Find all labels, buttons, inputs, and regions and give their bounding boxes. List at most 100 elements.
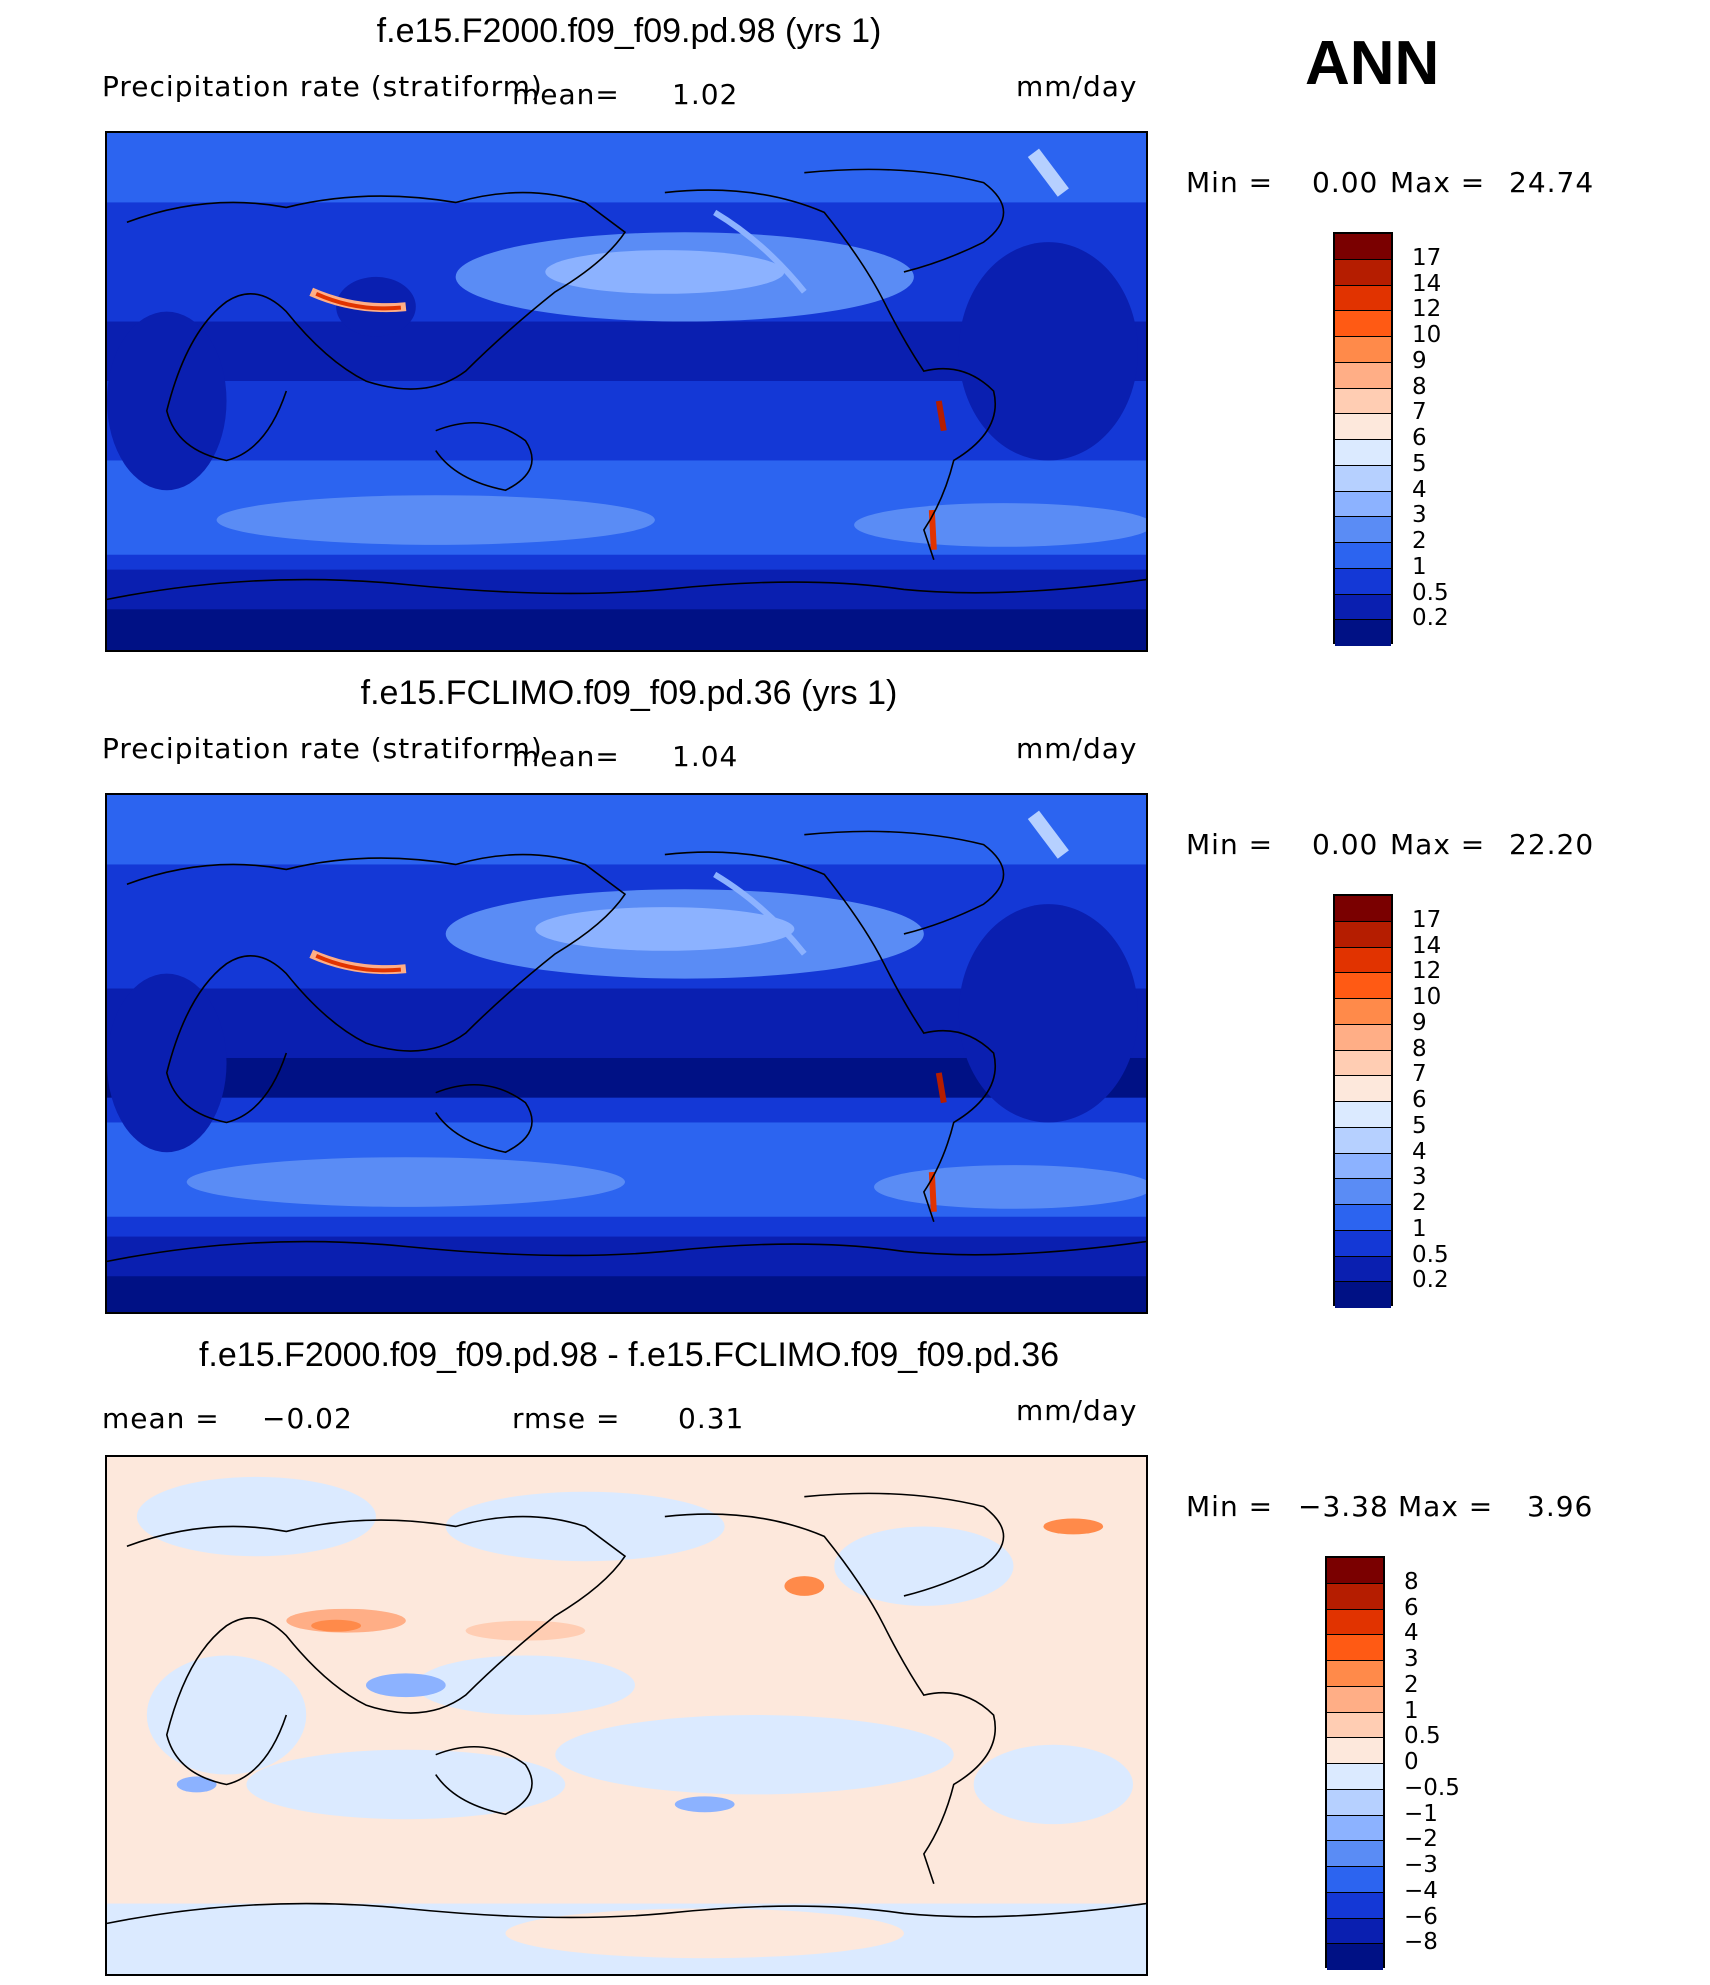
panel3-min-value: −3.38 — [1298, 1490, 1389, 1523]
panel2-min-value: 0.00 — [1312, 828, 1379, 861]
colorbar-segment — [1327, 1686, 1383, 1713]
panel3-units: mm/day — [1016, 1394, 1138, 1427]
colorbar-tick-label: −2 — [1404, 1826, 1438, 1853]
colorbar-tick-label: 2 — [1404, 1671, 1419, 1698]
colorbar-tick-label: 8 — [1412, 373, 1427, 400]
panel1-mean-label: mean= — [512, 78, 620, 111]
colorbar-segment — [1335, 896, 1391, 922]
colorbar-segment — [1327, 1661, 1383, 1687]
colorbar-tick-label: 3 — [1412, 1164, 1427, 1191]
colorbar-segment — [1335, 594, 1391, 621]
colorbar-segment — [1327, 1815, 1383, 1842]
colorbar-segment — [1335, 1024, 1391, 1051]
panel3-max-value: 3.96 — [1527, 1490, 1594, 1523]
colorbar-segment — [1327, 1892, 1383, 1919]
colorbar-tick-label: 1 — [1404, 1697, 1419, 1724]
colorbar-segment — [1335, 1127, 1391, 1154]
colorbar-tick-label: 17 — [1412, 906, 1442, 933]
colorbar-segment — [1335, 1153, 1391, 1180]
colorbar-tick-label: 17 — [1412, 244, 1442, 271]
colorbar-segment — [1327, 1918, 1383, 1945]
colorbar-segment — [1327, 1841, 1383, 1867]
colorbar-segment — [1327, 1558, 1383, 1584]
colorbar-segment — [1335, 388, 1391, 415]
panel1-units: mm/day — [1016, 70, 1138, 103]
colorbar-segment — [1335, 311, 1391, 337]
panel2-mean-label: mean= — [512, 740, 620, 773]
colorbar-tick-label: −0.5 — [1404, 1774, 1460, 1801]
colorbar-tick-label: −6 — [1404, 1903, 1438, 1930]
panel3-min-label: Min = — [1186, 1490, 1274, 1523]
colorbar-tick-label: 0.5 — [1412, 1241, 1449, 1268]
panel1-min-label: Min = — [1186, 166, 1274, 199]
colorbar-segment — [1335, 999, 1391, 1025]
colorbar-tick-label: 3 — [1412, 502, 1427, 529]
colorbar-tick-label: 8 — [1404, 1568, 1419, 1595]
colorbar-tick-label: 12 — [1412, 296, 1442, 323]
colorbar-tick-label: 6 — [1412, 1087, 1427, 1113]
colorbar-segment — [1335, 1205, 1391, 1231]
panel2-variable-label: Precipitation rate (stratiform) — [102, 732, 543, 765]
panel2-max-label: Max = — [1390, 828, 1486, 861]
colorbar-tick-label: 10 — [1412, 322, 1442, 348]
panel1-variable-label: Precipitation rate (stratiform) — [102, 70, 543, 103]
colorbar-tick-label: 0 — [1404, 1749, 1419, 1775]
colorbar-tick-label: 1 — [1412, 1215, 1427, 1242]
colorbar-tick-label: 0.5 — [1404, 1723, 1441, 1750]
colorbar-segment — [1335, 234, 1391, 260]
colorbar-tick-label: 6 — [1404, 1594, 1419, 1621]
colorbar-segment — [1335, 568, 1391, 595]
panel1-mean-value: 1.02 — [672, 78, 739, 111]
panel3-map — [105, 1455, 1148, 1976]
colorbar-segment — [1335, 414, 1391, 440]
panel3-title: f.e15.F2000.f09_f09.pd.98 - f.e15.FCLIMO… — [198, 1336, 1060, 1374]
panel1-max-label: Max = — [1390, 166, 1486, 199]
colorbar-tick-label: 5 — [1412, 1112, 1427, 1139]
panel3-mean-label: mean = — [102, 1402, 220, 1435]
panel3-rmse-value: 0.31 — [678, 1402, 745, 1435]
colorbar-tick-label: 1 — [1412, 553, 1427, 580]
colorbar-segment — [1335, 1050, 1391, 1077]
panel2-colorbar — [1333, 894, 1393, 1308]
colorbar-segment — [1335, 259, 1391, 286]
colorbar-segment — [1335, 543, 1391, 569]
colorbar-tick-label: 9 — [1412, 347, 1427, 374]
colorbar-segment — [1335, 517, 1391, 543]
colorbar-segment — [1335, 1102, 1391, 1128]
colorbar-segment — [1335, 491, 1391, 518]
panel1-colorbar — [1333, 232, 1393, 646]
colorbar-segment — [1335, 1282, 1391, 1308]
season-label: ANN — [1305, 29, 1440, 98]
colorbar-tick-label: −3 — [1404, 1852, 1438, 1878]
colorbar-tick-label: 3 — [1404, 1646, 1419, 1672]
panel1-min-value: 0.00 — [1312, 166, 1379, 199]
colorbar-segment — [1327, 1583, 1383, 1610]
colorbar-segment — [1327, 1764, 1383, 1790]
colorbar-segment — [1335, 1230, 1391, 1257]
colorbar-tick-label: 9 — [1412, 1009, 1427, 1036]
colorbar-segment — [1335, 1076, 1391, 1102]
colorbar-segment — [1335, 362, 1391, 389]
colorbar-segment — [1327, 1609, 1383, 1636]
colorbar-segment — [1327, 1712, 1383, 1739]
colorbar-segment — [1335, 921, 1391, 948]
colorbar-segment — [1335, 465, 1391, 492]
colorbar-segment — [1335, 973, 1391, 999]
panel2-mean-value: 1.04 — [672, 740, 739, 773]
panel2-min-label: Min = — [1186, 828, 1274, 861]
colorbar-tick-label: 4 — [1412, 1138, 1427, 1165]
colorbar-segment — [1335, 440, 1391, 466]
colorbar-segment — [1327, 1738, 1383, 1764]
colorbar-tick-label: −4 — [1404, 1877, 1438, 1904]
panel3-mean-value: −0.02 — [262, 1402, 353, 1435]
colorbar-tick-label: 10 — [1412, 984, 1442, 1010]
colorbar-tick-label: 4 — [1404, 1620, 1419, 1647]
panel2-map — [105, 793, 1148, 1314]
colorbar-tick-label: −1 — [1404, 1800, 1438, 1827]
panel2-units: mm/day — [1016, 732, 1138, 765]
panel2-max-value: 22.20 — [1509, 828, 1595, 861]
colorbar-tick-label: 5 — [1412, 450, 1427, 477]
colorbar-segment — [1335, 620, 1391, 646]
colorbar-tick-label: 2 — [1412, 528, 1427, 554]
panel2-title: f.e15.FCLIMO.f09_f09.pd.36 (yrs 1) — [360, 674, 898, 712]
